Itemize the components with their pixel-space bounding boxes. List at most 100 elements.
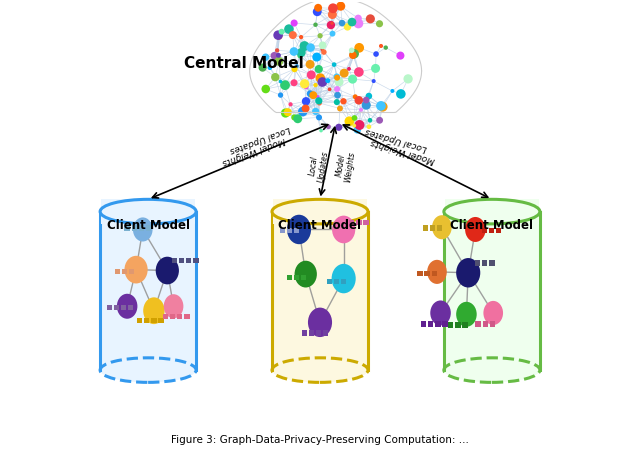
Point — [335, 4, 346, 11]
Point — [333, 124, 344, 132]
Point — [364, 93, 374, 101]
Bar — [287, 229, 292, 234]
Point — [289, 66, 300, 74]
Bar — [114, 305, 119, 311]
Bar — [121, 305, 126, 311]
Text: Local Updates: Local Updates — [228, 124, 291, 154]
Bar — [421, 322, 426, 327]
Point — [335, 106, 345, 113]
Point — [269, 53, 280, 60]
Bar — [482, 261, 488, 266]
Bar — [309, 331, 314, 336]
Point — [284, 27, 294, 34]
Point — [332, 75, 342, 82]
Point — [289, 49, 299, 56]
Bar — [301, 331, 307, 336]
Point — [288, 32, 298, 40]
Ellipse shape — [332, 264, 356, 294]
Ellipse shape — [483, 301, 503, 325]
Bar — [422, 226, 428, 231]
Bar — [163, 314, 168, 319]
Point — [342, 24, 353, 32]
Bar — [101, 200, 195, 225]
Ellipse shape — [465, 217, 486, 243]
Bar — [431, 271, 437, 276]
Point — [374, 21, 385, 28]
Point — [305, 91, 316, 98]
Bar — [273, 200, 367, 225]
Bar — [489, 261, 495, 266]
Ellipse shape — [308, 308, 332, 337]
Point — [376, 43, 386, 51]
Point — [275, 92, 285, 100]
Bar — [455, 322, 461, 328]
Point — [334, 79, 344, 87]
Text: Model Weights: Model Weights — [220, 134, 285, 166]
Text: Model Weights: Model Weights — [369, 136, 436, 164]
Point — [403, 76, 413, 83]
Point — [276, 29, 287, 36]
Point — [260, 86, 271, 93]
Point — [317, 42, 328, 50]
Bar — [444, 212, 540, 370]
Point — [361, 97, 371, 105]
Bar — [193, 258, 198, 264]
Ellipse shape — [444, 358, 540, 382]
Point — [289, 80, 299, 87]
Point — [344, 119, 355, 126]
Point — [310, 22, 321, 29]
Point — [344, 66, 354, 74]
Point — [315, 75, 325, 83]
Point — [332, 99, 342, 106]
Point — [326, 23, 336, 30]
Bar — [341, 280, 346, 285]
Point — [295, 53, 305, 60]
Point — [274, 33, 284, 41]
Point — [327, 12, 337, 19]
Point — [396, 91, 406, 98]
Point — [292, 116, 303, 123]
Bar — [334, 280, 339, 285]
Point — [332, 92, 342, 100]
Point — [339, 70, 349, 78]
Bar — [137, 318, 142, 323]
Point — [265, 65, 275, 72]
Point — [323, 78, 333, 85]
Point — [296, 34, 306, 41]
Point — [332, 74, 342, 81]
Point — [301, 84, 311, 91]
Point — [324, 87, 335, 94]
Point — [337, 20, 347, 28]
Ellipse shape — [272, 358, 368, 382]
Bar — [424, 271, 430, 276]
Point — [374, 117, 385, 124]
Ellipse shape — [164, 295, 184, 318]
Point — [365, 117, 375, 124]
Bar — [316, 331, 321, 336]
Point — [364, 124, 374, 131]
Point — [365, 16, 376, 23]
Point — [280, 83, 290, 90]
Point — [280, 110, 291, 117]
Bar — [122, 269, 127, 275]
Point — [327, 21, 337, 28]
Bar — [349, 220, 355, 226]
Point — [371, 66, 381, 73]
Point — [273, 32, 283, 40]
Ellipse shape — [332, 216, 355, 244]
Ellipse shape — [100, 200, 196, 225]
Point — [314, 100, 324, 107]
Point — [328, 6, 338, 13]
Bar — [144, 318, 150, 323]
Point — [354, 45, 364, 52]
Point — [352, 127, 362, 134]
Bar — [442, 322, 448, 327]
Point — [317, 79, 328, 87]
Ellipse shape — [432, 216, 452, 240]
Bar — [158, 318, 164, 323]
Bar — [172, 258, 177, 264]
Point — [307, 92, 317, 99]
Bar — [428, 322, 433, 327]
Point — [319, 49, 329, 56]
Point — [378, 104, 388, 111]
